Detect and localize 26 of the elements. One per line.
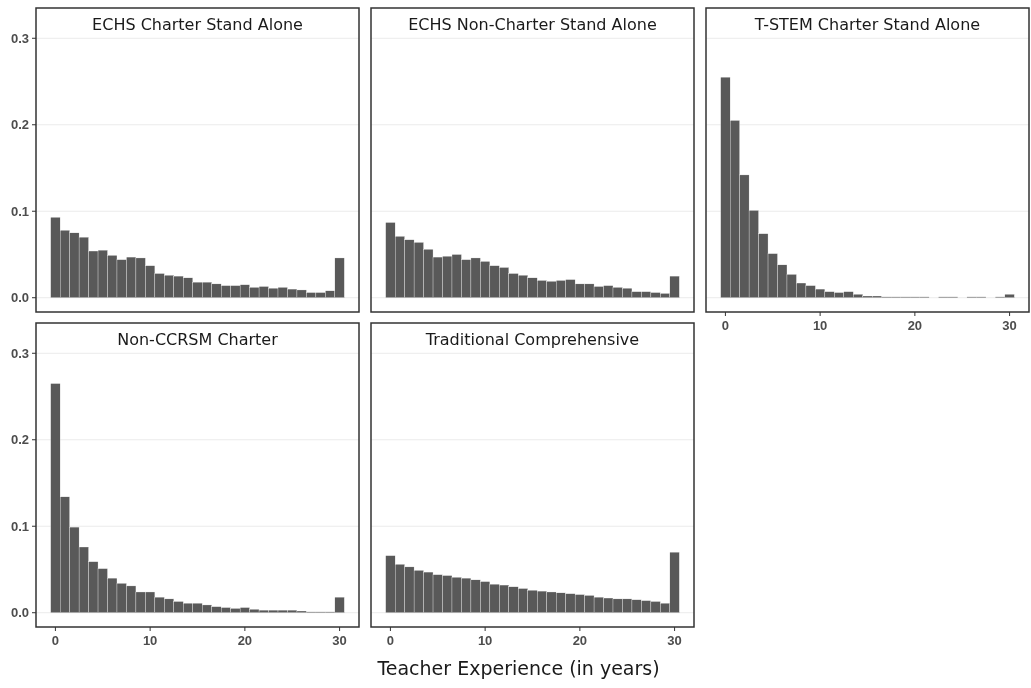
text: Traditional Comprehensive bbox=[424, 330, 640, 349]
x-tick-label: 20 bbox=[572, 633, 588, 648]
y-tick-label: 0.0 bbox=[10, 290, 29, 306]
x-tick-label: 30 bbox=[667, 633, 682, 648]
x-tick-label: 0 bbox=[51, 633, 60, 648]
x-tick-label: 30 bbox=[1002, 318, 1017, 333]
y-tick-label: 0.2 bbox=[10, 432, 29, 448]
y-tick-label: 0.0 bbox=[10, 605, 29, 621]
x-tick-label: 10 bbox=[142, 633, 158, 648]
text: T-STEM Charter Stand Alone bbox=[753, 15, 981, 34]
x-tick-label: 10 bbox=[477, 633, 493, 648]
text: Non-CCRSM Charter bbox=[117, 330, 279, 349]
x-tick-label: 20 bbox=[237, 633, 253, 648]
y-tick-label: 0.1 bbox=[10, 518, 29, 534]
y-tick-label: 0.1 bbox=[10, 203, 29, 219]
x-tick-label: 0 bbox=[386, 633, 395, 648]
x-tick-label: 0 bbox=[721, 318, 730, 333]
x-axis-title: Teacher Experience (in years) bbox=[376, 657, 660, 679]
y-tick-label: 0.3 bbox=[10, 345, 29, 361]
x-tick-label: 30 bbox=[332, 633, 347, 648]
x-tick-label: 10 bbox=[812, 318, 828, 333]
text: ECHS Charter Stand Alone bbox=[92, 15, 303, 34]
text: ECHS Non-Charter Stand Alone bbox=[408, 15, 657, 34]
x-tick-label: 20 bbox=[907, 318, 923, 333]
y-tick-label: 0.3 bbox=[10, 30, 29, 46]
y-tick-label: 0.2 bbox=[10, 117, 29, 133]
